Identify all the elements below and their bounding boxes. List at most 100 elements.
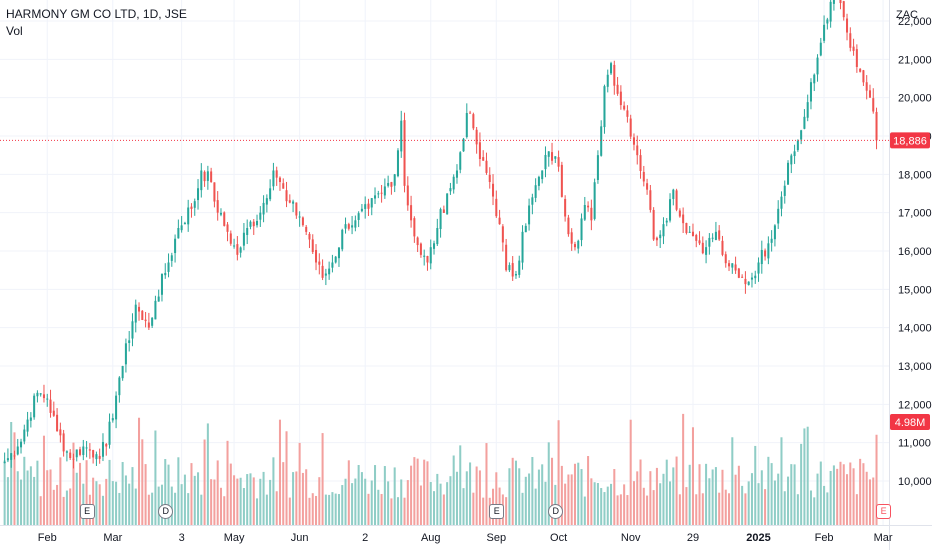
volume-bar	[610, 483, 613, 525]
candle-body	[728, 263, 731, 267]
volume-bar	[29, 466, 32, 525]
candle-body	[282, 183, 285, 189]
volume-bar	[469, 462, 472, 525]
symbol-title[interactable]: HARMONY GM CO LTD, 1D, JSE	[6, 7, 187, 21]
volume-bar	[780, 437, 783, 525]
candle-body	[583, 205, 586, 220]
volume-bar	[459, 445, 462, 525]
candle-body	[95, 454, 98, 460]
currency-label[interactable]: ZAC	[896, 9, 918, 21]
volume-bar	[737, 465, 740, 525]
candle-body	[846, 18, 849, 33]
volume-bar	[809, 490, 812, 525]
volume-bar	[708, 478, 711, 525]
volume-bar	[351, 483, 354, 525]
candle-body	[472, 114, 475, 129]
x-tick-label: 2	[362, 532, 368, 544]
candle-body	[849, 33, 852, 48]
earnings-badge[interactable]: E	[876, 504, 892, 519]
volume-bar	[387, 481, 390, 525]
candle-body	[416, 237, 419, 246]
volume-bar	[337, 494, 340, 525]
volume-bar	[246, 474, 249, 525]
candle-body	[219, 212, 222, 215]
candle-body	[400, 120, 403, 152]
candle-body	[770, 238, 773, 243]
dividend-badge[interactable]: D	[548, 504, 564, 519]
candle-body	[498, 217, 501, 225]
volume-bar	[551, 457, 554, 525]
volume-bar	[288, 497, 291, 525]
volume-bar	[147, 494, 150, 525]
candle-body	[659, 234, 662, 239]
volume-bar	[793, 464, 796, 525]
candle-body	[606, 74, 609, 87]
volume-bar	[334, 493, 337, 525]
volume-bar	[75, 472, 78, 525]
candle-body	[419, 243, 422, 255]
candle-body	[321, 265, 324, 278]
candle-body	[537, 176, 540, 186]
candle-body	[682, 214, 685, 224]
candle-body	[138, 306, 141, 312]
candle-body	[108, 421, 111, 445]
candle-body	[832, 0, 835, 4]
earnings-badge[interactable]: E	[489, 504, 505, 519]
volume-bar	[282, 462, 285, 525]
volume-bar	[39, 496, 42, 525]
candle-body	[42, 394, 45, 399]
candle-body	[242, 232, 245, 246]
volume-bar	[557, 420, 560, 525]
x-tick-label: Feb	[38, 532, 57, 544]
volume-bar	[665, 459, 668, 525]
volume-bar	[534, 488, 537, 525]
volume-bar	[495, 472, 498, 525]
price-badge-label: 18,886	[893, 135, 927, 147]
candle-body	[796, 140, 799, 151]
volume-bar	[655, 467, 658, 525]
candle-body	[485, 160, 488, 173]
volume-bar	[796, 494, 799, 525]
candle-body	[259, 212, 262, 220]
volume-bar	[285, 431, 288, 525]
volume-bar	[197, 472, 200, 525]
volume-bar	[249, 473, 252, 525]
volume-bar	[662, 473, 665, 525]
candle-body	[62, 433, 65, 452]
candle-body	[642, 171, 645, 182]
candle-body	[52, 410, 55, 416]
volume-bar	[298, 442, 301, 525]
volume-bar	[85, 460, 88, 525]
candle-body	[72, 458, 75, 460]
volume-bar	[92, 477, 95, 525]
candle-body	[744, 278, 747, 285]
candle-body	[387, 183, 390, 186]
candle-body	[672, 189, 675, 199]
candle-body	[492, 183, 495, 197]
volume-bar	[49, 469, 52, 525]
volume-bar	[636, 471, 639, 525]
volume-bar	[278, 419, 281, 525]
volume-bar	[829, 470, 832, 525]
volume-bar	[819, 461, 822, 525]
candle-body	[285, 190, 288, 202]
candle-body	[688, 231, 691, 233]
volume-bar	[62, 496, 65, 525]
candle-body	[577, 240, 580, 249]
dividend-badge[interactable]: D	[158, 504, 174, 519]
candle-body	[816, 57, 819, 75]
candle-body	[521, 231, 524, 263]
volume-bar	[26, 470, 29, 525]
volume-legend[interactable]: Vol	[6, 24, 23, 38]
volume-bar	[272, 457, 275, 525]
volume-bar	[72, 442, 75, 525]
volume-bar	[115, 481, 118, 525]
volume-bar	[600, 488, 603, 525]
volume-bar	[33, 476, 36, 525]
volume-bar	[256, 498, 259, 525]
x-tick-label: 2025	[746, 532, 770, 544]
volume-bar	[193, 475, 196, 525]
volume-bar	[580, 469, 583, 525]
earnings-badge[interactable]: E	[79, 504, 95, 519]
candle-body	[197, 188, 200, 201]
